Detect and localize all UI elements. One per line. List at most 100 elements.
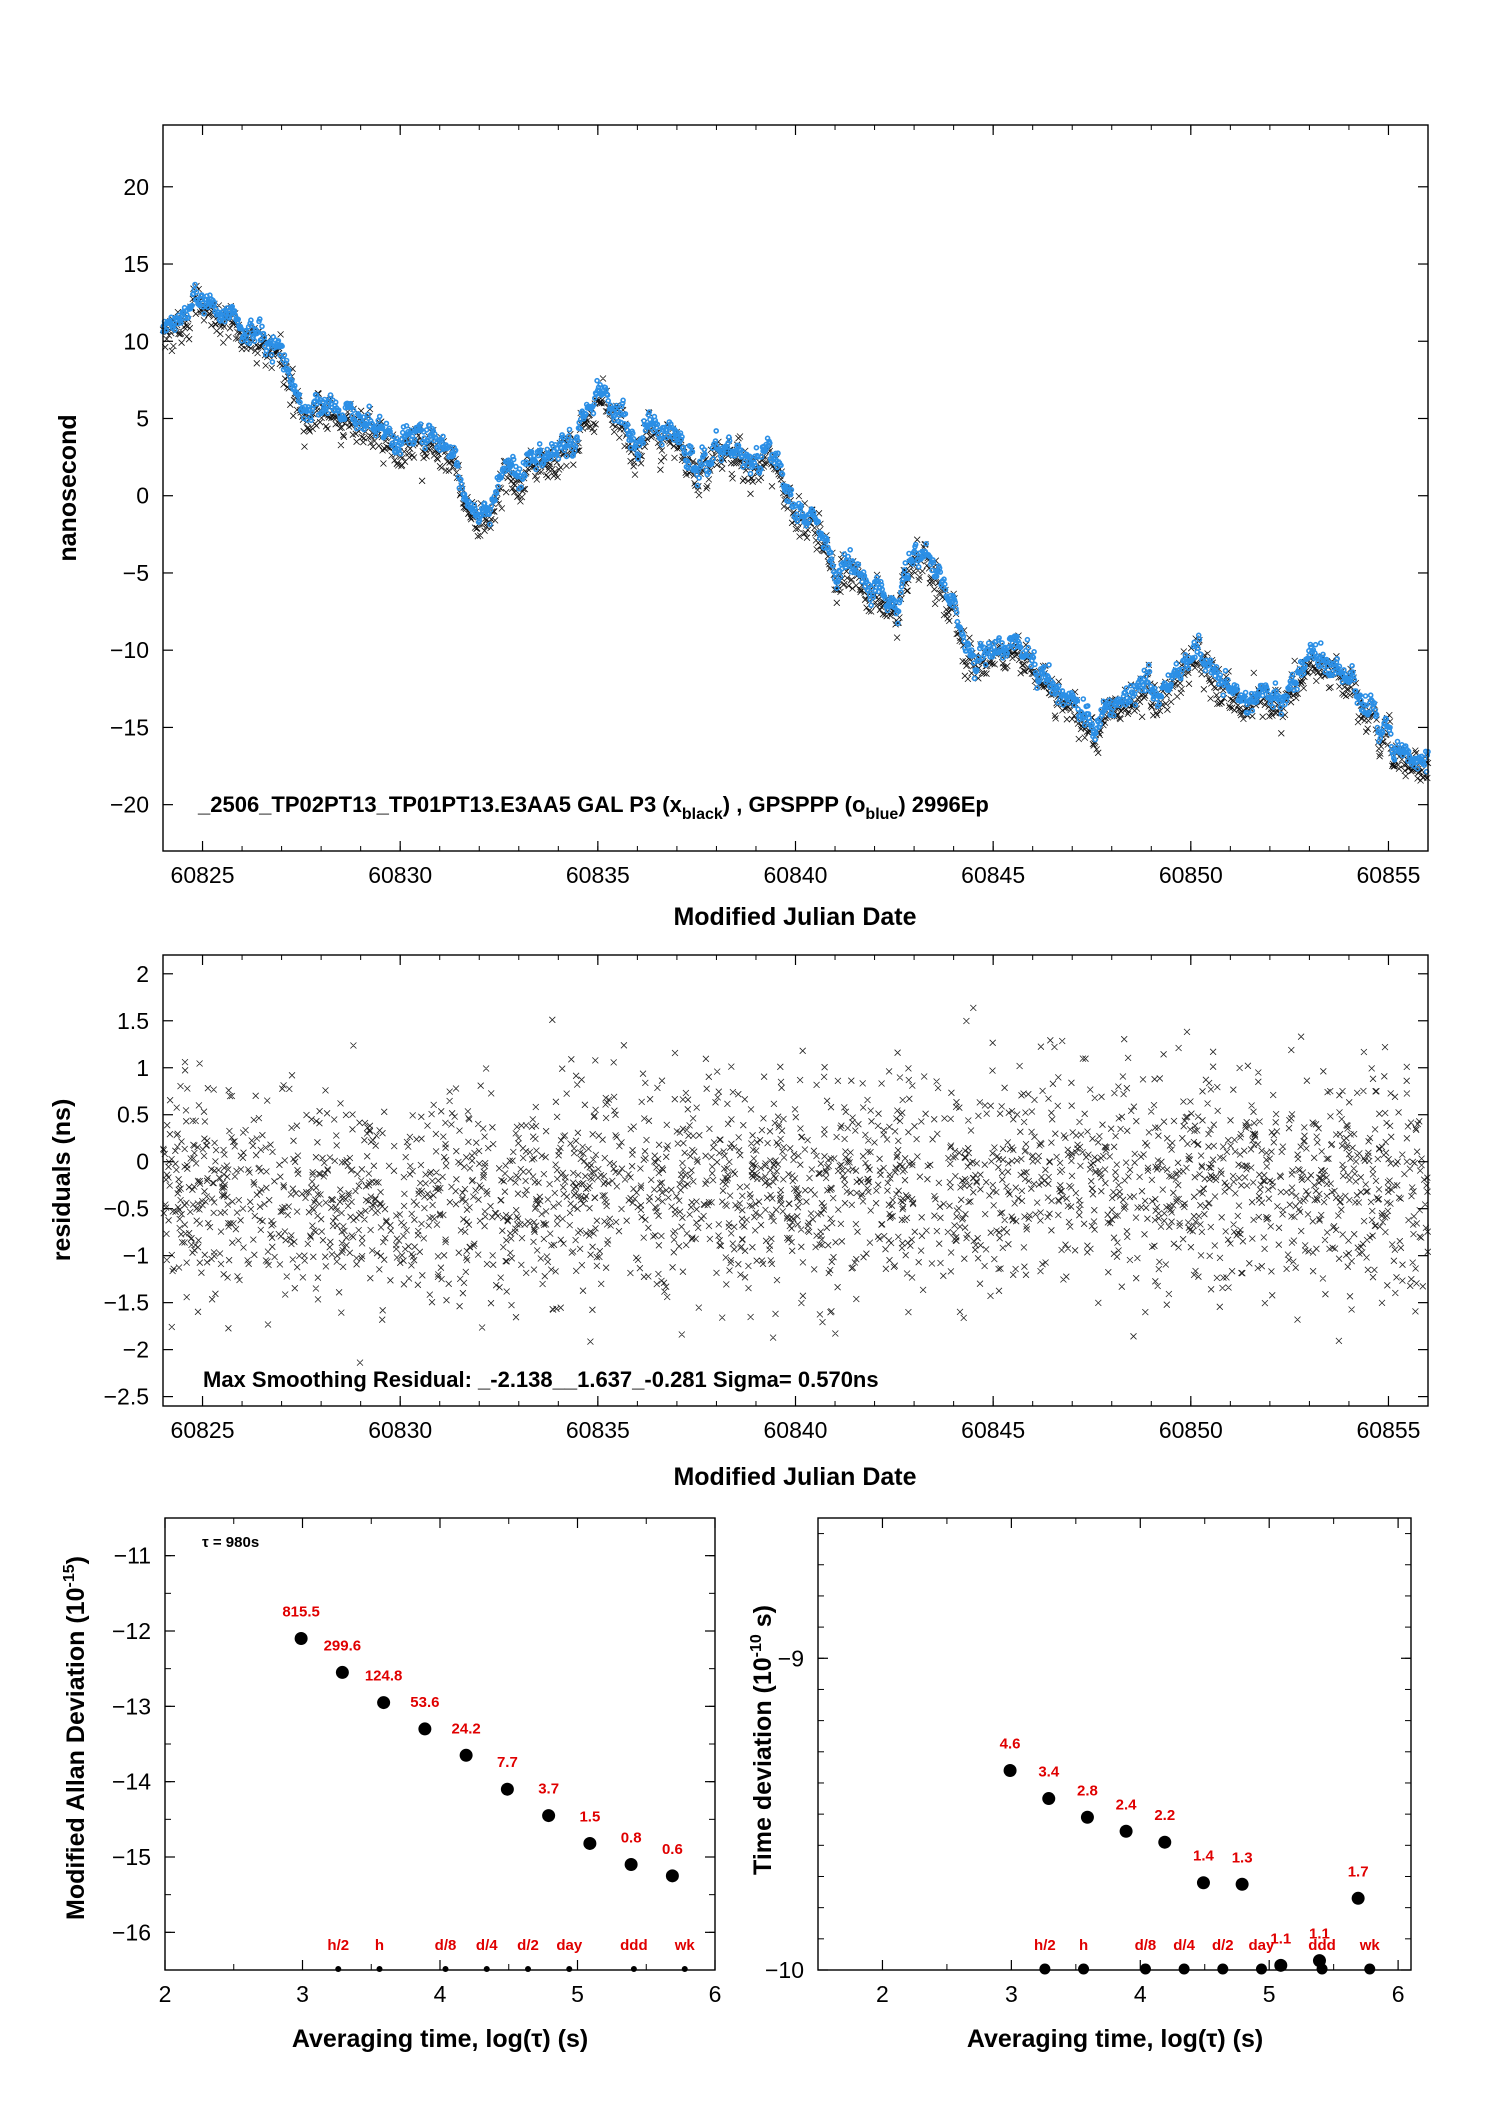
residual-x-marks bbox=[160, 1004, 1432, 1366]
interval-marker bbox=[1178, 1963, 1190, 1975]
data-point-label: 0.6 bbox=[662, 1841, 683, 1858]
y-tick-label: 10 bbox=[123, 328, 149, 354]
data-point bbox=[335, 1665, 349, 1679]
x-tick-label: 6 bbox=[709, 1981, 722, 2007]
data-point-label: 815.5 bbox=[282, 1604, 320, 1621]
x-tick-label: 60855 bbox=[1356, 862, 1420, 888]
y-tick-label: 1.5 bbox=[117, 1008, 149, 1034]
y-tick-label: −14 bbox=[112, 1769, 151, 1795]
data-point-label: 7.7 bbox=[497, 1754, 518, 1771]
y-tick-label: −10 bbox=[110, 637, 149, 663]
interval-marker bbox=[376, 1966, 383, 1972]
residuals-plot-marks bbox=[160, 1004, 1432, 1366]
y-tick-label: 1 bbox=[136, 1055, 149, 1081]
data-point bbox=[294, 1632, 308, 1646]
interval-marker bbox=[442, 1966, 449, 1972]
interval-marker bbox=[525, 1966, 531, 1972]
data-point bbox=[624, 1858, 638, 1872]
residuals-axes: 60825 60830 60835 60840 60845 60850 60855 −2.5 −… bbox=[104, 955, 1429, 1443]
y-tick-label: 20 bbox=[123, 174, 149, 200]
top-annotation-text: _2506_TP02PT13_TP01PT13.E3AA5 GAL P3 (x bbox=[197, 792, 683, 817]
y-tick-label: 15 bbox=[123, 251, 149, 277]
top-xlabel: Modified Julian Date bbox=[673, 903, 916, 931]
data-point bbox=[665, 1869, 679, 1883]
x-tick-label: 2 bbox=[876, 1981, 889, 2007]
interval-marker bbox=[1316, 1963, 1328, 1975]
time-deviation-panel: 2 3 4 5 6 −10 −9 4.6 3.4 2.8 2.4 2.2 1.4 1.3 1.1 1.1 1.… bbox=[748, 1517, 1412, 2053]
x-tick-label: 60850 bbox=[1159, 862, 1223, 888]
data-point bbox=[1158, 1835, 1172, 1849]
tdev-plot-marks: 4.6 3.4 2.8 2.4 2.2 1.4 1.3 1.1 1.1 1.7 h/2 h d/8 d/4… bbox=[1000, 1735, 1381, 1975]
interval-label: d/2 bbox=[517, 1937, 539, 1954]
x-tick-label: 60825 bbox=[171, 862, 235, 888]
interval-marker bbox=[335, 1966, 342, 1972]
data-point-label: 1.7 bbox=[1348, 1863, 1369, 1880]
y-tick-label: −2.5 bbox=[104, 1384, 149, 1410]
top-panel: 60825 60830 60835 60840 60845 60850 60855 −20 −1… bbox=[54, 124, 1432, 931]
residuals-xlabel: Modified Julian Date bbox=[673, 1463, 916, 1491]
data-point bbox=[542, 1809, 556, 1823]
interval-label: wk bbox=[1359, 1937, 1381, 1954]
interval-label: day bbox=[556, 1937, 583, 1954]
interval-label: ddd bbox=[620, 1937, 648, 1954]
allan-ylabel-end: ) bbox=[62, 1556, 90, 1564]
x-tick-label: 60850 bbox=[1159, 1417, 1223, 1443]
data-point-label: 2.2 bbox=[1154, 1807, 1175, 1824]
y-tick-label: 5 bbox=[136, 405, 149, 431]
allan-ylabel-exp: -15 bbox=[61, 1564, 78, 1587]
interval-label: h/2 bbox=[327, 1937, 349, 1954]
data-point bbox=[1119, 1824, 1133, 1838]
interval-label: ddd bbox=[1308, 1937, 1336, 1954]
data-point-label: 3.7 bbox=[538, 1781, 559, 1798]
y-tick-label: −20 bbox=[110, 792, 149, 818]
interval-label: h/2 bbox=[1034, 1937, 1056, 1954]
interval-marker bbox=[681, 1966, 688, 1972]
data-point bbox=[1003, 1763, 1017, 1777]
data-point-label: 24.2 bbox=[452, 1720, 481, 1737]
interval-label: d/8 bbox=[435, 1937, 457, 1954]
residuals-annotation: Max Smoothing Residual: _-2.138__1.637_-… bbox=[203, 1367, 879, 1392]
data-point bbox=[1235, 1877, 1249, 1891]
tdev-ylabel-end: s) bbox=[749, 1605, 777, 1634]
x-tick-label: 5 bbox=[1263, 1981, 1276, 2007]
blue-o-series-marks bbox=[160, 281, 1431, 775]
data-point bbox=[1042, 1792, 1056, 1806]
y-tick-label: 0.5 bbox=[117, 1102, 149, 1128]
y-tick-label: −9 bbox=[778, 1645, 804, 1671]
data-point-label: 0.8 bbox=[621, 1830, 642, 1847]
tdev-xlabel: Averaging time, log(τ) (s) bbox=[967, 2025, 1263, 2053]
x-tick-label: 4 bbox=[1134, 1981, 1147, 2007]
residuals-frame bbox=[162, 954, 1429, 1407]
x-tick-label: 60830 bbox=[368, 862, 432, 888]
allan-ylabel-text: Modified Allan Deviation (10 bbox=[62, 1588, 90, 1920]
top-frame bbox=[162, 124, 1429, 852]
x-tick-label: 60845 bbox=[961, 862, 1025, 888]
x-tick-label: 6 bbox=[1392, 1981, 1405, 2007]
y-tick-label: −5 bbox=[123, 560, 149, 586]
x-tick-label: 2 bbox=[159, 1981, 172, 2007]
interval-marker bbox=[1078, 1963, 1090, 1975]
interval-label: day bbox=[1249, 1937, 1276, 1954]
top-annotation-mid: ) , GPSPPP (o bbox=[723, 792, 866, 817]
tdev-ylabel-exp: -10 bbox=[748, 1634, 765, 1657]
interval-label: wk bbox=[674, 1937, 696, 1954]
interval-label: h bbox=[1079, 1937, 1088, 1954]
data-point-label: 1.1 bbox=[1270, 1930, 1291, 1947]
interval-label: d/8 bbox=[1135, 1937, 1157, 1954]
y-tick-label: −1 bbox=[123, 1243, 149, 1269]
data-point bbox=[1351, 1891, 1365, 1905]
interval-label: d/2 bbox=[1212, 1937, 1234, 1954]
allan-ylabel: Modified Allan Deviation (10-15) bbox=[61, 1556, 90, 1920]
x-tick-label: 60840 bbox=[764, 1417, 828, 1443]
interval-marker bbox=[1217, 1963, 1229, 1975]
y-tick-label: 2 bbox=[136, 961, 149, 987]
interval-label: d/4 bbox=[1173, 1937, 1195, 1954]
interval-marker bbox=[1039, 1963, 1051, 1975]
data-point bbox=[1080, 1810, 1094, 1824]
x-tick-label: 60835 bbox=[566, 1417, 630, 1443]
allan-xlabel: Averaging time, log(τ) (s) bbox=[292, 2025, 588, 2053]
data-point bbox=[1274, 1958, 1288, 1972]
data-point-label: 124.8 bbox=[365, 1668, 403, 1685]
